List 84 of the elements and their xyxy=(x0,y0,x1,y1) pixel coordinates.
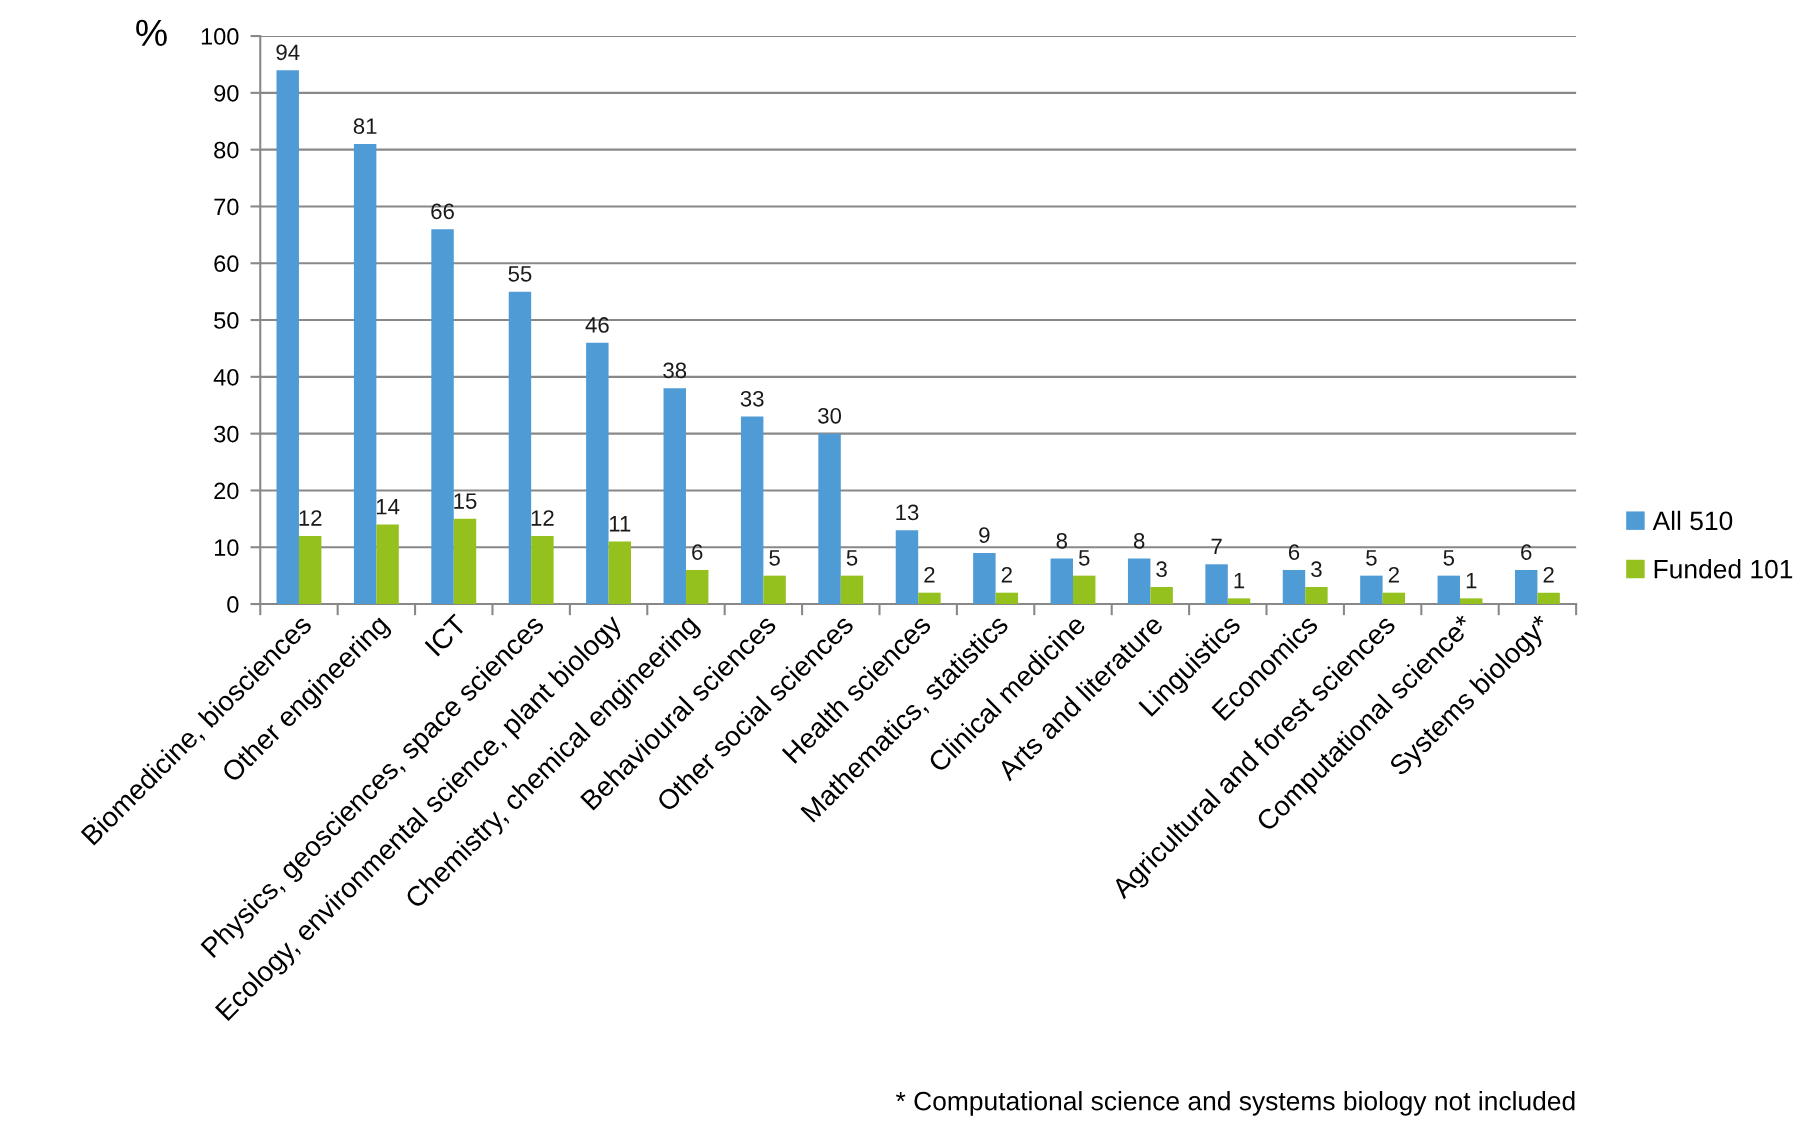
data-label: 1 xyxy=(1234,572,1245,589)
y-tick-label: 100 xyxy=(201,28,239,45)
y-tick-label: 50 xyxy=(214,312,239,329)
data-label: 3 xyxy=(1156,561,1167,578)
y-tick-label: 20 xyxy=(214,482,239,500)
bar xyxy=(1514,569,1538,605)
data-label: 81 xyxy=(353,118,377,135)
data-label: 2 xyxy=(1001,567,1012,583)
y-tick-label: 70 xyxy=(214,198,239,216)
data-label: 5 xyxy=(769,550,780,566)
bar xyxy=(353,143,377,605)
bar xyxy=(1360,575,1383,605)
bar xyxy=(586,342,609,605)
bar xyxy=(763,575,786,605)
data-label: 6 xyxy=(1521,544,1532,561)
legend-label: Funded 101 xyxy=(1654,559,1793,579)
bar xyxy=(1305,587,1328,605)
data-label: 11 xyxy=(609,516,631,532)
data-label: 8 xyxy=(1133,532,1145,549)
data-label: 7 xyxy=(1211,538,1222,555)
bar xyxy=(1050,558,1073,605)
data-label: 12 xyxy=(299,510,322,526)
bar xyxy=(1382,592,1406,605)
bar xyxy=(1205,564,1228,605)
y-tick-label: 80 xyxy=(214,141,239,159)
data-label: 12 xyxy=(531,510,554,526)
bar xyxy=(1282,569,1306,605)
bar xyxy=(531,535,554,605)
data-label: 1 xyxy=(1466,572,1477,589)
y-tick-label: 40 xyxy=(213,368,239,386)
data-label: 6 xyxy=(1288,544,1300,561)
y-tick-label: 60 xyxy=(214,255,239,273)
bar xyxy=(1127,558,1151,605)
data-label: 5 xyxy=(1443,550,1455,566)
bar xyxy=(1437,575,1461,605)
bar xyxy=(973,552,996,605)
data-label: 3 xyxy=(1311,561,1322,578)
data-label: 5 xyxy=(846,550,858,566)
text: * Computational science and systems biology not included xyxy=(895,1091,1575,1116)
bar xyxy=(431,229,454,605)
bar xyxy=(1537,592,1560,605)
data-label: 5 xyxy=(1366,550,1377,566)
data-label: 46 xyxy=(585,317,609,333)
bar xyxy=(608,541,632,605)
data-label: 38 xyxy=(663,362,687,379)
bar xyxy=(376,524,399,605)
bar xyxy=(995,592,1019,605)
y-tick-label: 30 xyxy=(214,425,239,443)
data-label: 2 xyxy=(924,567,935,583)
data-label: 2 xyxy=(1543,567,1554,583)
data-label: 9 xyxy=(979,527,990,543)
y-axis-title: % xyxy=(136,19,167,46)
data-label: 33 xyxy=(740,390,764,407)
x-tick-label: ICT xyxy=(424,613,468,657)
data-label: 5 xyxy=(1078,550,1090,566)
data-label: 30 xyxy=(818,407,842,424)
data-label: 2 xyxy=(1388,567,1399,583)
bar xyxy=(740,416,764,605)
bar xyxy=(453,518,477,605)
data-label: 8 xyxy=(1056,532,1067,549)
data-label: 66 xyxy=(431,203,454,220)
data-label: 55 xyxy=(508,266,532,282)
y-tick-label: 0 xyxy=(227,596,239,613)
bar xyxy=(1460,598,1483,605)
bar xyxy=(1227,598,1251,605)
bar xyxy=(918,592,941,605)
data-label: 94 xyxy=(276,44,300,61)
bar xyxy=(508,291,532,605)
bar xyxy=(298,535,322,605)
data-label: 15 xyxy=(454,493,477,509)
bar xyxy=(1073,575,1096,605)
legend-label: All 510 xyxy=(1652,510,1733,531)
data-label: 13 xyxy=(896,504,919,521)
bar xyxy=(895,530,919,605)
bar xyxy=(1150,587,1173,605)
data-label: 6 xyxy=(692,544,703,561)
bar xyxy=(840,575,864,605)
y-tick-label: 90 xyxy=(214,84,239,102)
data-label: 14 xyxy=(376,499,400,515)
y-tick-label: 10 xyxy=(214,539,239,557)
bar xyxy=(818,433,841,605)
bar xyxy=(685,569,709,605)
bar xyxy=(663,388,686,605)
bar xyxy=(276,70,299,605)
